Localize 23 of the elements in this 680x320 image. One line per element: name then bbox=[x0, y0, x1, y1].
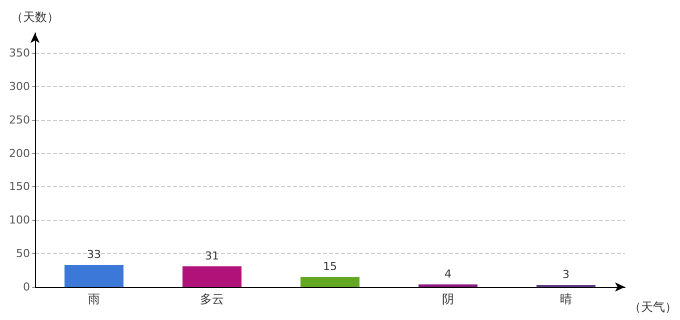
bar bbox=[182, 266, 242, 287]
y-tick-label: 50 bbox=[16, 247, 30, 260]
y-tick-label: 0 bbox=[23, 280, 30, 294]
y-tick-label: 200 bbox=[9, 146, 30, 160]
y-tick-label: 100 bbox=[9, 214, 30, 227]
data-label: 4 bbox=[444, 267, 452, 280]
data-label: 33 bbox=[87, 248, 101, 261]
x-tick-label: 晴 bbox=[560, 292, 572, 306]
x-tick-label: 阴 bbox=[442, 292, 454, 306]
y-axis-title: （天数） bbox=[11, 10, 59, 24]
data-label: 3 bbox=[562, 268, 570, 281]
y-tick-label: 250 bbox=[9, 113, 30, 126]
y-tick-label: 350 bbox=[9, 46, 30, 60]
y-tick-label: 150 bbox=[9, 180, 30, 194]
data-label: 15 bbox=[323, 260, 337, 273]
bar bbox=[418, 284, 478, 287]
y-tick-label: 300 bbox=[9, 80, 30, 93]
bar bbox=[300, 276, 360, 287]
x-tick-label: 雨 bbox=[88, 292, 100, 306]
x-axis-title: （天气） bbox=[629, 300, 677, 314]
x-tick-label: 多云 bbox=[200, 292, 224, 306]
data-label: 31 bbox=[205, 249, 219, 262]
bar bbox=[64, 264, 124, 287]
